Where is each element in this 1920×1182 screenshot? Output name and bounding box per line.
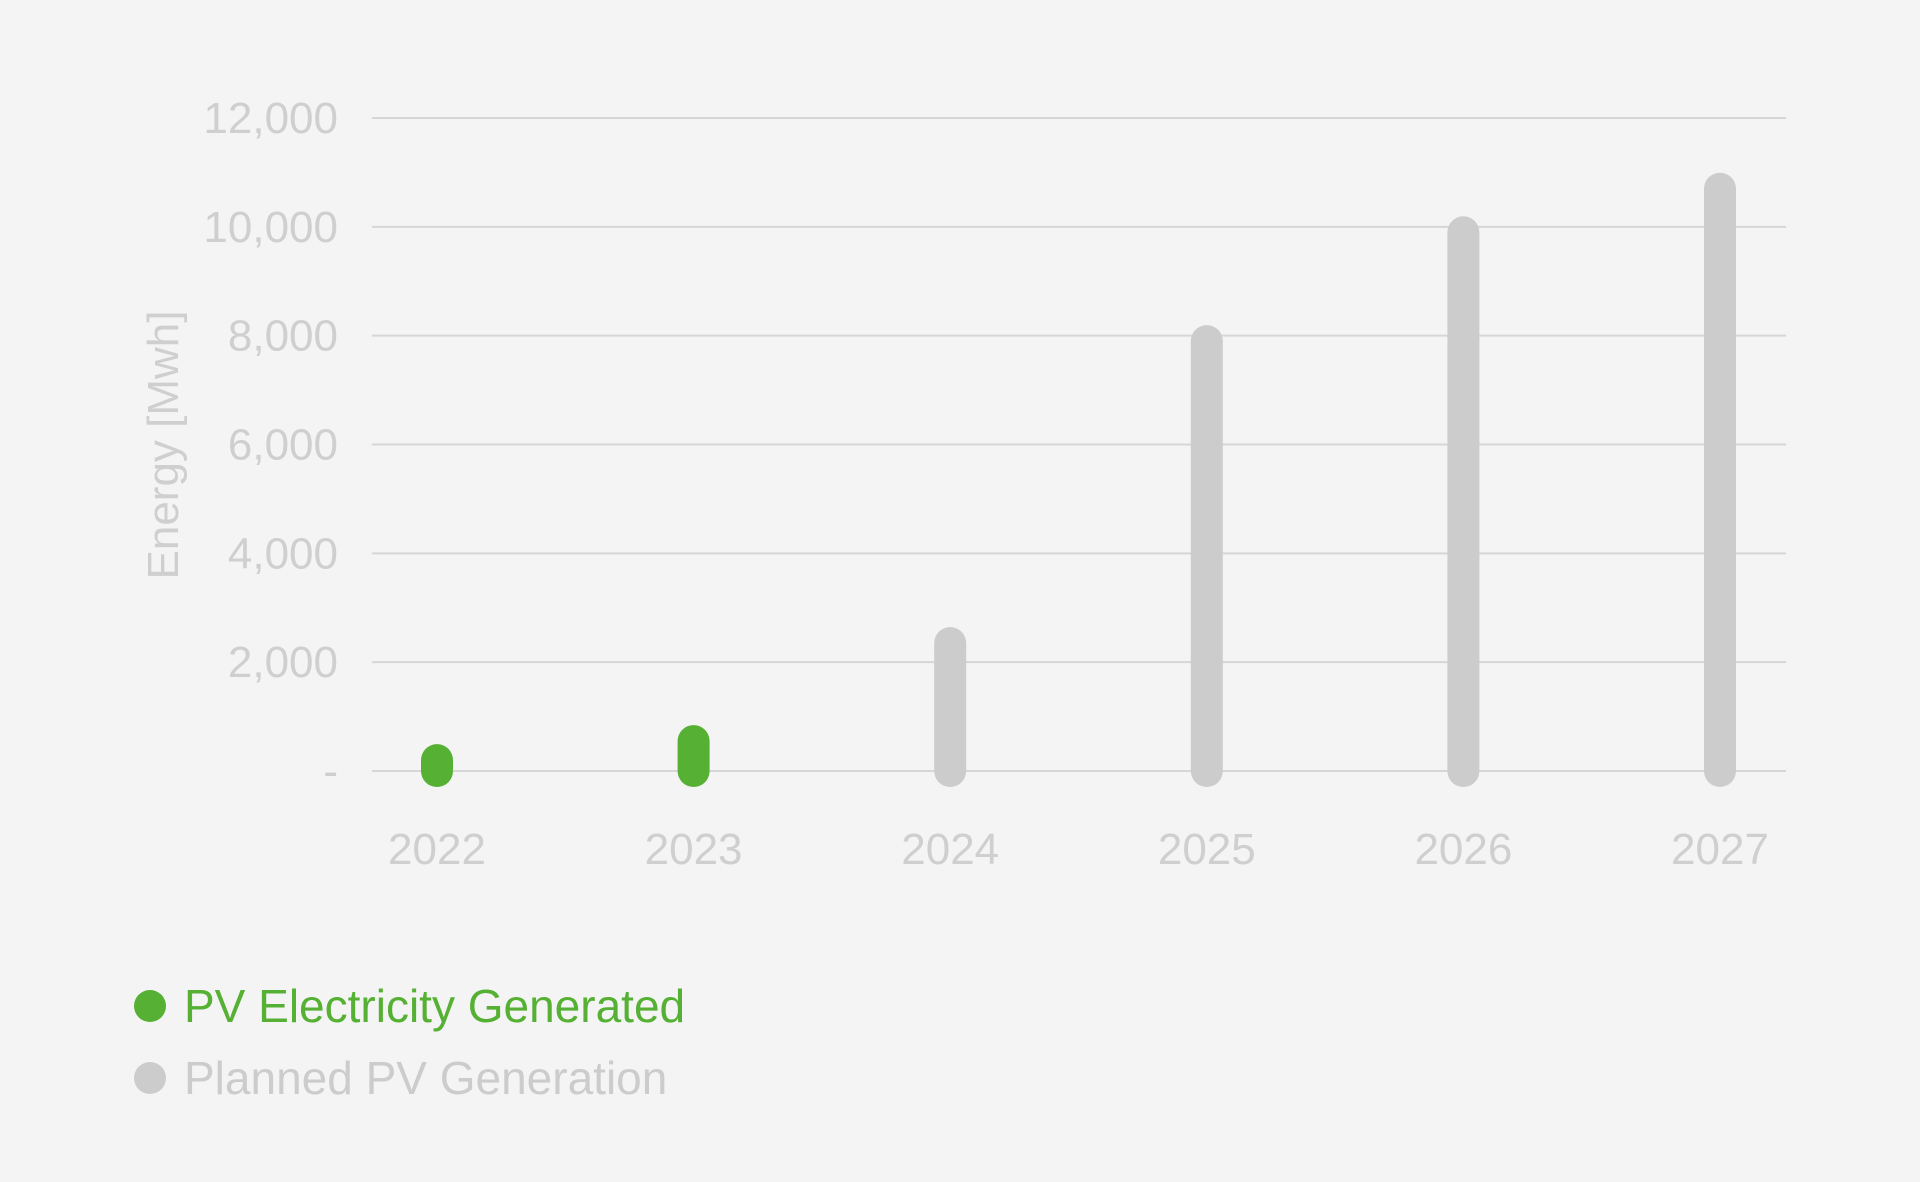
y-tick-label: 8,000 [228,312,338,361]
y-tick-label: 2,000 [228,638,338,687]
bar-2022 [421,744,453,787]
x-tick-label: 2027 [1671,825,1769,874]
y-tick-label: 4,000 [228,529,338,578]
bars [421,172,1736,787]
x-tick-label: 2022 [388,825,486,874]
legend-item-pv-generated: PV Electricity Generated [134,970,685,1042]
legend-swatch-planned [134,1062,166,1094]
legend-label-pv-generated: PV Electricity Generated [184,980,686,1032]
y-axis-ticks: - 2,000 4,000 6,000 8,000 10,000 12,000 [203,94,338,796]
x-axis-ticks: 2022 2023 2024 2025 2026 2027 [388,825,1769,874]
legend-item-planned: Planned PV Generation [134,1042,685,1114]
x-tick-label: 2025 [1158,825,1256,874]
y-tick-label: 12,000 [203,94,338,143]
y-tick-label: 6,000 [228,421,338,470]
y-axis-title: Energy [Mwh] [139,311,188,580]
bar-2026 [1447,216,1480,787]
y-tick-label: - [323,747,338,796]
x-tick-label: 2023 [645,825,743,874]
x-tick-label: 2024 [901,825,999,874]
legend: PV Electricity Generated Planned PV Gene… [134,970,685,1114]
gridlines [372,117,1786,772]
bar-2024 [934,627,967,787]
y-tick-label: 10,000 [203,203,338,252]
bar-2023 [677,725,710,787]
legend-label-planned: Planned PV Generation [184,1052,668,1104]
legend-swatch-pv-generated [134,990,166,1022]
x-tick-label: 2026 [1414,825,1512,874]
bar-2027 [1704,172,1736,787]
bar-2025 [1190,325,1223,787]
